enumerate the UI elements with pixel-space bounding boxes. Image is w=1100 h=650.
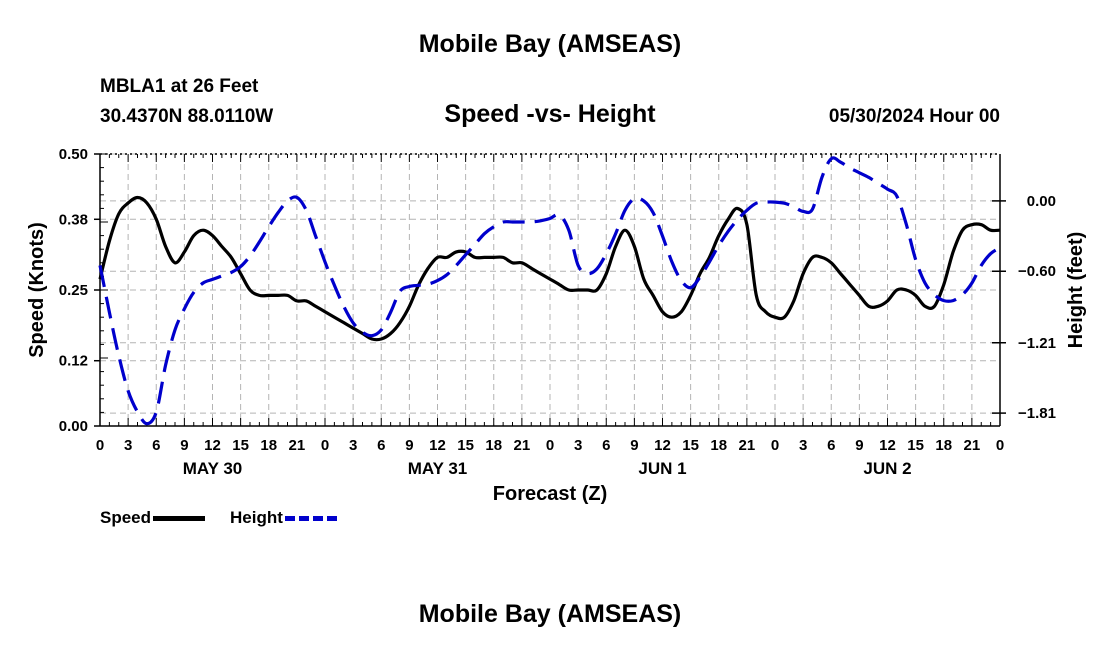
x-tick-label: 12 <box>879 437 896 454</box>
chart-subtitle: Speed -vs- Height <box>444 100 656 128</box>
x-tick-label: 3 <box>574 437 582 454</box>
legend-height: Height <box>230 508 337 528</box>
day-label: JUN 1 <box>638 459 686 478</box>
x-tick-label: 12 <box>429 437 446 454</box>
x-tick-label: 6 <box>602 437 610 454</box>
x-tick-label: 3 <box>349 437 357 454</box>
day-label: JUN 2 <box>863 459 911 478</box>
chart-title: Mobile Bay (AMSEAS) <box>418 30 682 58</box>
coordinates-label: 30.4370N 88.0110W <box>100 106 274 127</box>
day-label: MAY 31 <box>408 459 468 478</box>
y-right-tick-label: −1.21 <box>1018 335 1056 352</box>
legend-height-label: Height <box>230 508 283 527</box>
x-tick-label: 6 <box>377 437 385 454</box>
x-tick-label: 3 <box>124 437 132 454</box>
x-tick-label: 15 <box>682 437 699 454</box>
x-tick-label: 9 <box>405 437 413 454</box>
x-tick-label: 21 <box>289 437 306 454</box>
y-left-tick-label: 0.12 <box>59 353 88 370</box>
x-tick-label: 12 <box>204 437 221 454</box>
x-tick-label: 15 <box>232 437 249 454</box>
x-tick-label: 18 <box>935 437 952 454</box>
x-tick-label: 18 <box>260 437 277 454</box>
legend-height-swatch <box>284 515 337 521</box>
y-left-tick-label: 0.50 <box>59 146 88 163</box>
x-tick-label: 21 <box>514 437 531 454</box>
x-tick-label: 3 <box>799 437 807 454</box>
x-tick-label: 18 <box>485 437 502 454</box>
x-tick-label: 15 <box>457 437 474 454</box>
x-tick-label: 6 <box>152 437 160 454</box>
x-tick-label: 0 <box>96 437 104 454</box>
x-axis-label: Forecast (Z) <box>493 483 607 505</box>
x-tick-label: 12 <box>654 437 671 454</box>
legend-speed-swatch <box>153 515 206 521</box>
x-tick-label: 15 <box>907 437 924 454</box>
x-tick-label: 0 <box>321 437 329 454</box>
station-label: MBLA1 at 26 Feet <box>100 76 259 97</box>
x-tick-label: 18 <box>710 437 727 454</box>
x-tick-label: 21 <box>964 437 981 454</box>
x-tick-label: 9 <box>630 437 638 454</box>
y-left-tick-label: 0.38 <box>59 211 88 228</box>
y-right-axis-label: Height (feet) <box>1065 232 1087 349</box>
x-tick-label: 21 <box>739 437 756 454</box>
legend-speed-label: Speed <box>100 508 152 527</box>
day-label: MAY 30 <box>183 459 243 478</box>
y-right-tick-label: −1.81 <box>1018 405 1056 422</box>
y-left-tick-label: 0.00 <box>59 418 88 435</box>
x-tick-label: 9 <box>180 437 188 454</box>
y-left-tick-label: 0.25 <box>59 282 88 299</box>
forecast-datetime: 05/30/2024 Hour 00 <box>828 106 1000 127</box>
footer-title: Mobile Bay (AMSEAS) <box>418 600 682 628</box>
y-left-axis-label: Speed (Knots) <box>26 222 48 358</box>
x-tick-label: 6 <box>827 437 835 454</box>
y-right-tick-label: −0.60 <box>1018 263 1056 280</box>
legend-speed: Speed <box>100 508 206 528</box>
x-tick-label: 0 <box>546 437 554 454</box>
series-line-height <box>98 156 1001 426</box>
x-tick-label: 0 <box>771 437 779 454</box>
y-right-tick-label: 0.00 <box>1027 193 1056 210</box>
x-tick-label: 0 <box>996 437 1004 454</box>
series-line-speed <box>98 195 1001 342</box>
x-tick-label: 9 <box>855 437 863 454</box>
